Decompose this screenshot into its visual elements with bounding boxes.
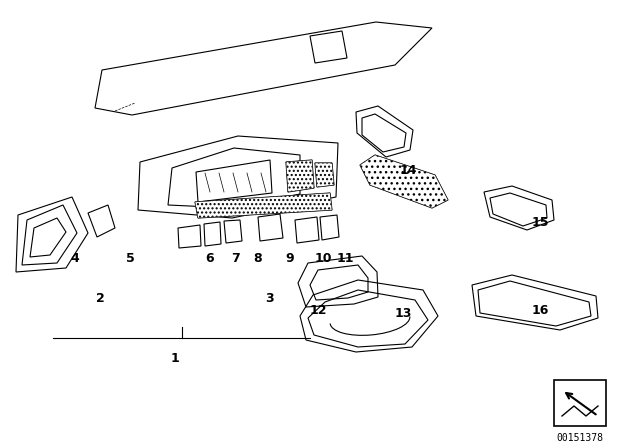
Bar: [554, 380, 606, 426]
Text: 13: 13: [394, 306, 412, 319]
Polygon shape: [195, 193, 332, 218]
Text: 2: 2: [95, 292, 104, 305]
Text: 14: 14: [399, 164, 417, 177]
Text: 15: 15: [531, 215, 548, 228]
Text: 6: 6: [205, 251, 214, 264]
Text: 11: 11: [336, 251, 354, 264]
Text: 8: 8: [253, 251, 262, 264]
Text: 9: 9: [285, 251, 294, 264]
Text: 3: 3: [266, 292, 275, 305]
Text: 16: 16: [531, 303, 548, 316]
Text: 1: 1: [171, 352, 179, 365]
Polygon shape: [286, 160, 314, 192]
Text: 12: 12: [309, 303, 327, 316]
Text: 5: 5: [125, 251, 134, 264]
Text: 4: 4: [70, 251, 79, 264]
Text: 7: 7: [230, 251, 239, 264]
Text: 00151378: 00151378: [557, 433, 604, 443]
Polygon shape: [315, 163, 334, 187]
Text: 10: 10: [314, 251, 332, 264]
Polygon shape: [360, 155, 448, 208]
